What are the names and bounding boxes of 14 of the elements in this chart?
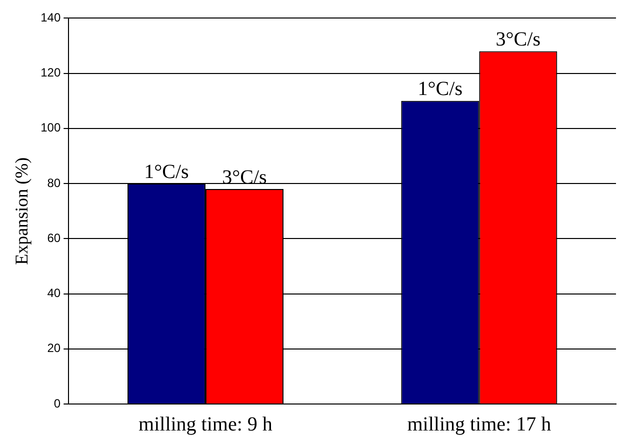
y-tick-label: 0 (54, 396, 61, 410)
y-tick-label: 100 (40, 120, 61, 135)
x-tick-label: milling time: 9 h (138, 413, 272, 436)
y-tick-label: 20 (47, 341, 61, 356)
series-label: 1°C/s (144, 160, 190, 183)
y-tick-label: 140 (40, 10, 61, 25)
y-tick-label: 60 (47, 230, 61, 245)
y-axis-title: Expansion (%) (12, 157, 32, 265)
y-tick-label: 120 (40, 66, 61, 80)
text: 1°C/s (418, 78, 462, 100)
y-tick-label: 80 (47, 176, 61, 190)
y-tick-label: 40 (47, 286, 61, 300)
x-tick-label: milling time: 17 h (407, 413, 552, 436)
text: 3°C/s (496, 28, 540, 51)
